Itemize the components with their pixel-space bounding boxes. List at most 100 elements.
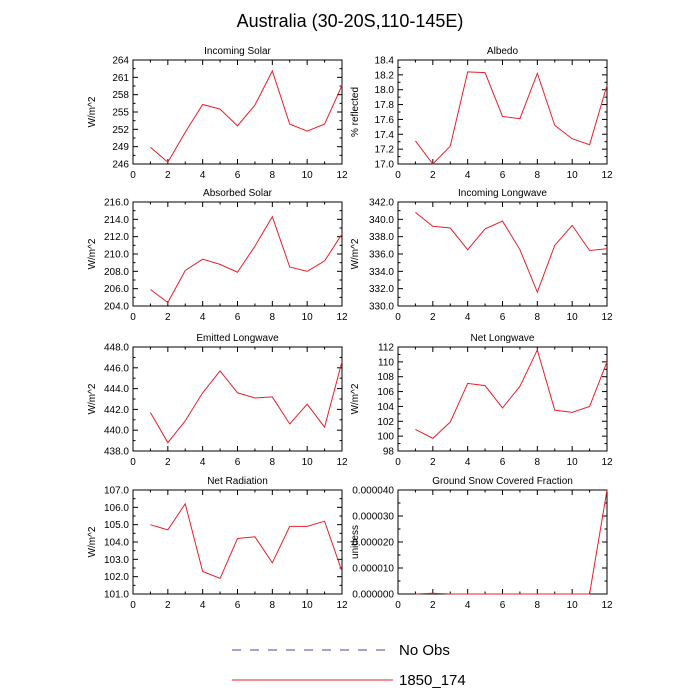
x-tick-label: 0 (130, 170, 136, 181)
x-tick-label: 8 (535, 600, 541, 611)
y-tick-label: 440.0 (104, 426, 129, 437)
y-tick-label: 0.000030 (352, 512, 394, 523)
y-tick-label: 104.0 (104, 538, 129, 549)
y-tick-label: 104 (377, 402, 394, 413)
y-tick-label: 112 (378, 343, 394, 354)
x-tick-label: 12 (336, 312, 348, 323)
x-tick-label: 8 (270, 457, 276, 468)
y-tick-label: 110 (378, 357, 394, 368)
x-tick-label: 4 (200, 600, 206, 611)
x-tick-label: 12 (601, 600, 613, 611)
panel-title: Incoming Solar (204, 46, 271, 57)
x-tick-label: 8 (535, 170, 541, 181)
y-tick-label: 444.0 (104, 384, 129, 395)
y-tick-label: 214.0 (104, 215, 129, 226)
panel-title: Emitted Longwave (196, 333, 279, 344)
y-tick-label: 208.0 (104, 267, 129, 278)
y-tick-label: 340.0 (369, 215, 394, 226)
y-axis-label: W/m^2 (87, 96, 98, 127)
x-tick-label: 0 (130, 600, 136, 611)
y-axis-label: W/m^2 (87, 238, 98, 269)
y-axis-label: W/m^2 (350, 383, 361, 414)
plot-frame (132, 59, 343, 165)
y-tick-label: 332.0 (369, 284, 394, 295)
x-tick-label: 4 (200, 457, 206, 468)
x-tick-label: 10 (567, 312, 579, 323)
y-tick-label: 0.000020 (352, 538, 394, 549)
series-line (415, 212, 608, 294)
y-tick-label: 255 (112, 108, 129, 119)
x-tick-label: 10 (302, 312, 314, 323)
x-tick-label: 10 (567, 170, 579, 181)
y-tick-label: 264 (112, 56, 129, 67)
x-tick-label: 6 (235, 312, 241, 323)
x-tick-label: 2 (165, 312, 171, 323)
y-tick-label: 18.2 (375, 70, 395, 81)
series-line (150, 215, 343, 304)
x-tick-label: 6 (500, 312, 506, 323)
y-tick-label: 446.0 (104, 363, 129, 374)
y-tick-label: 0.000040 (352, 486, 394, 497)
x-tick-label: 8 (270, 312, 276, 323)
series-line (150, 502, 343, 580)
x-tick-label: 6 (235, 600, 241, 611)
y-tick-label: 438.0 (104, 447, 129, 458)
y-tick-label: 216.0 (104, 198, 129, 209)
x-tick-label: 10 (302, 600, 314, 611)
plot-frame (397, 59, 608, 165)
x-tick-label: 10 (302, 170, 314, 181)
x-tick-label: 12 (336, 600, 348, 611)
x-tick-label: 12 (601, 170, 613, 181)
series-line (150, 69, 343, 164)
x-tick-label: 6 (235, 170, 241, 181)
y-tick-label: 17.0 (375, 160, 395, 171)
y-tick-label: 210.0 (104, 250, 129, 261)
y-tick-label: 204.0 (104, 302, 129, 313)
x-tick-label: 8 (270, 600, 276, 611)
y-tick-label: 17.4 (375, 130, 395, 141)
y-tick-label: 100 (377, 432, 394, 443)
x-tick-label: 0 (395, 312, 401, 323)
panel-title: Net Radiation (207, 476, 268, 487)
x-tick-label: 12 (336, 170, 348, 181)
main-title: Australia (30-20S,110-145E) (237, 11, 464, 31)
x-tick-label: 8 (535, 312, 541, 323)
panel-title: Absorbed Solar (203, 188, 273, 199)
series-line (149, 361, 343, 444)
panel-1: Albedo 0 2 4 6 8 10 12 17.0 17.2 17.4 17.6 17.8 18.0 1… (350, 46, 613, 181)
y-tick-label: 246 (112, 160, 129, 171)
series-line (415, 489, 608, 595)
y-tick-label: 338.0 (369, 232, 394, 243)
panel-6: Net Radiation 0 2 4 6 8 10 12 101.0 102.0 103.0 104… (87, 476, 348, 611)
plot-frame (132, 201, 343, 307)
x-tick-label: 2 (430, 170, 436, 181)
y-axis-label: unitless (350, 525, 361, 559)
x-tick-label: 12 (336, 457, 348, 468)
y-tick-label: 249 (112, 142, 129, 153)
x-tick-label: 6 (500, 600, 506, 611)
y-tick-label: 105.0 (104, 520, 129, 531)
x-tick-label: 2 (430, 457, 436, 468)
x-tick-label: 8 (535, 457, 541, 468)
panel-5: Net Longwave 0 2 4 6 8 10 12 98 100 102 104 106 108 11… (350, 333, 613, 468)
plot-frame (397, 346, 608, 452)
y-tick-label: 98 (383, 447, 395, 458)
x-tick-label: 0 (395, 457, 401, 468)
x-tick-label: 0 (130, 312, 136, 323)
x-tick-label: 4 (200, 312, 206, 323)
x-tick-label: 12 (601, 457, 613, 468)
x-tick-label: 0 (130, 457, 136, 468)
y-tick-label: 0.000010 (352, 564, 394, 575)
x-tick-label: 2 (165, 600, 171, 611)
y-axis-label: % reflected (350, 87, 361, 137)
x-tick-label: 12 (601, 312, 613, 323)
x-tick-label: 0 (395, 600, 401, 611)
x-tick-label: 10 (567, 600, 579, 611)
x-tick-label: 10 (302, 457, 314, 468)
panel-3: Incoming Longwave 0 2 4 6 8 10 12 330.0 332.0 334.… (350, 188, 613, 323)
x-tick-label: 4 (465, 457, 471, 468)
y-tick-label: 336.0 (369, 250, 394, 261)
legend-label-1: 1850_174 (399, 672, 466, 689)
y-tick-label: 261 (112, 73, 129, 84)
